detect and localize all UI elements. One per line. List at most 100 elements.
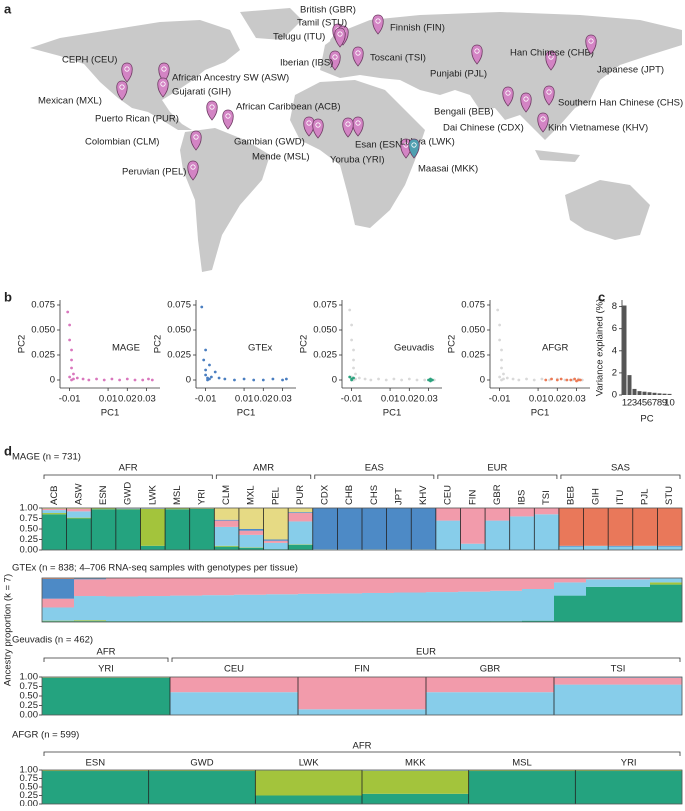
population-label: Yoruba (YRI) bbox=[330, 155, 385, 166]
point bbox=[202, 359, 205, 362]
category-label: CDX bbox=[320, 484, 331, 505]
segment bbox=[74, 578, 106, 579]
segment bbox=[165, 509, 190, 550]
category-label: GBR bbox=[492, 484, 503, 505]
population-label: Southern Han Chinese (CHS) bbox=[558, 98, 683, 109]
population-label: Peruvian (PEL) bbox=[122, 167, 186, 178]
y-tick-label: 0.050 bbox=[31, 325, 55, 336]
segment bbox=[522, 589, 554, 621]
segment bbox=[330, 593, 362, 621]
population-label: Mende (MSL) bbox=[252, 152, 310, 163]
category-label: MXL bbox=[246, 485, 257, 505]
population-label: Han Chinese (CHB) bbox=[510, 48, 594, 59]
panel-label: a bbox=[4, 1, 12, 16]
population-label: Maasai (MKK) bbox=[418, 164, 478, 175]
segment bbox=[214, 527, 239, 546]
category-label: YRI bbox=[98, 664, 114, 675]
point bbox=[385, 379, 388, 382]
chart-title: AFGR bbox=[542, 343, 569, 354]
x-axis-label: PC1 bbox=[101, 408, 119, 419]
population-label: Puerto Rican (PUR) bbox=[95, 114, 179, 125]
continent bbox=[565, 180, 650, 240]
category-label: KHV bbox=[418, 485, 429, 505]
population-label: Dai Chinese (CDX) bbox=[443, 123, 524, 134]
segment bbox=[67, 519, 92, 551]
segment bbox=[138, 596, 170, 621]
point bbox=[272, 378, 275, 381]
category-label: ASW bbox=[73, 483, 84, 505]
category-label: PEL bbox=[270, 487, 281, 505]
panel-label: d bbox=[4, 443, 12, 458]
point bbox=[68, 339, 71, 342]
point bbox=[369, 379, 372, 382]
category-label: PJL bbox=[640, 489, 651, 505]
segment bbox=[42, 599, 74, 608]
segment bbox=[586, 579, 618, 586]
segment bbox=[255, 770, 362, 795]
population-label: Colombian (CLM) bbox=[85, 137, 159, 148]
segment bbox=[234, 578, 266, 595]
segment bbox=[584, 546, 609, 550]
point bbox=[208, 364, 211, 367]
segment bbox=[202, 595, 234, 621]
point bbox=[72, 373, 75, 376]
y-tick-label: 0.25 bbox=[20, 534, 39, 545]
y-tick-label: 0.50 bbox=[20, 691, 39, 702]
y-tick-label: 0.050 bbox=[313, 325, 337, 336]
y-tick-label: 0 bbox=[186, 375, 191, 386]
bar bbox=[623, 306, 627, 395]
y-tick-label: 1.00 bbox=[20, 672, 39, 683]
segment bbox=[426, 578, 458, 592]
segment bbox=[91, 508, 116, 509]
category-label: GWD bbox=[190, 758, 213, 769]
segment bbox=[140, 509, 165, 546]
point bbox=[214, 371, 217, 374]
segment bbox=[633, 546, 658, 550]
point bbox=[575, 380, 578, 383]
category-label: CEU bbox=[443, 485, 454, 505]
segment bbox=[106, 578, 138, 596]
category-label: TSI bbox=[611, 664, 626, 675]
group-label: EUR bbox=[416, 647, 436, 658]
point bbox=[285, 378, 288, 381]
population-label: Iberian (IBS) bbox=[280, 58, 333, 69]
point bbox=[377, 378, 380, 381]
y-tick-label: 1.00 bbox=[20, 503, 39, 514]
segment bbox=[116, 509, 141, 550]
point bbox=[210, 376, 213, 379]
population-label: Punjabi (PJL) bbox=[430, 69, 487, 80]
segment bbox=[298, 709, 426, 715]
group-bracket bbox=[561, 475, 680, 479]
segment bbox=[554, 678, 682, 685]
segment bbox=[288, 545, 313, 550]
continent bbox=[535, 150, 580, 162]
point bbox=[352, 349, 355, 352]
x-axis-label: PC1 bbox=[531, 408, 549, 419]
y-tick-label: 0.050 bbox=[461, 325, 485, 336]
category-label: TSI bbox=[541, 490, 552, 505]
segment bbox=[362, 578, 394, 593]
category-label: GIH bbox=[590, 488, 601, 505]
y-tick-label: 0.025 bbox=[167, 350, 191, 361]
point bbox=[350, 324, 353, 327]
segment bbox=[485, 521, 510, 550]
y-tick-label: 0 bbox=[332, 375, 337, 386]
y-tick-label: 0.050 bbox=[167, 325, 191, 336]
point bbox=[393, 378, 396, 381]
segment bbox=[362, 771, 469, 794]
category-label: CLM bbox=[221, 485, 232, 505]
chart-title: Geuvadis (n = 462) bbox=[12, 635, 93, 646]
x-tick-label: 0.03 bbox=[419, 394, 438, 405]
segment bbox=[74, 579, 106, 596]
map-pin bbox=[223, 110, 234, 129]
segment bbox=[469, 771, 576, 804]
category-label: LWK bbox=[147, 484, 158, 505]
point bbox=[126, 378, 129, 381]
x-tick-label: 0.02 bbox=[400, 394, 419, 405]
segment bbox=[170, 692, 298, 715]
segment bbox=[586, 587, 618, 622]
point bbox=[512, 378, 515, 381]
segment bbox=[510, 516, 535, 550]
bar bbox=[633, 389, 637, 395]
category-label: ESN bbox=[86, 758, 106, 769]
